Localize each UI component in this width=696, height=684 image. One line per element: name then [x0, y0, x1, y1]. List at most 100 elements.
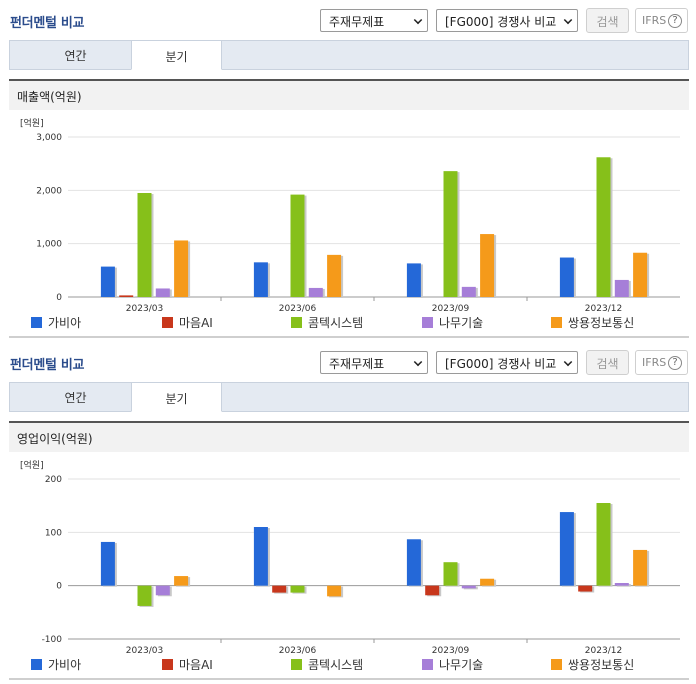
search-button[interactable]: 검색	[586, 8, 629, 33]
bar-series-1-0[interactable]	[119, 295, 134, 297]
bar-series-2-0[interactable]	[137, 193, 152, 297]
legend-item-2[interactable]: 콤텍시스템	[291, 656, 363, 673]
bar-series-1-1[interactable]	[272, 585, 287, 593]
bar-series-4-2[interactable]	[480, 234, 495, 297]
y-tick-label: 200	[45, 475, 62, 485]
y-tick-label: 0	[56, 582, 62, 592]
legend-item-0[interactable]: 가비아	[31, 656, 81, 673]
bar-series-0-3[interactable]	[559, 257, 574, 297]
y-tick-label: 3,000	[36, 133, 62, 143]
bar-series-0-3[interactable]	[559, 512, 574, 586]
bar-series-1-2[interactable]	[425, 585, 440, 596]
tab-annual[interactable]: 연간	[64, 391, 87, 405]
bar-series-4-2[interactable]	[480, 578, 495, 586]
x-tick-label: 2023/12	[585, 646, 622, 656]
chart-title: 매출액(억원)	[9, 79, 689, 110]
legend-item-2[interactable]: 콤텍시스템	[291, 314, 363, 331]
x-tick-label: 2023/03	[126, 304, 163, 312]
ifrs-button[interactable]: IFRS ?	[635, 8, 688, 33]
legend-swatch	[422, 659, 433, 670]
legend-label: 가비아	[48, 658, 82, 672]
bar-series-0-1[interactable]	[253, 527, 268, 586]
bar-series-1-3[interactable]	[578, 585, 593, 592]
y-tick-label: -100	[42, 635, 63, 645]
x-tick-label: 2023/09	[432, 304, 470, 312]
legend-swatch	[162, 659, 173, 670]
legend-item-4[interactable]: 쌍용정보통신	[551, 314, 634, 331]
unit-label: [억원]	[20, 459, 44, 471]
statement-select[interactable]: 주재무제표	[320, 351, 428, 374]
bar-series-0-2[interactable]	[406, 263, 421, 297]
legend-item-3[interactable]: 나무기술	[422, 314, 483, 331]
x-tick-label: 2023/03	[126, 646, 163, 656]
help-icon[interactable]: ?	[668, 356, 682, 370]
legend: 가비아 마음AI 콤텍시스템 나무기술 쌍용정보통신	[9, 314, 689, 334]
legend-swatch	[291, 659, 302, 670]
legend: 가비아 마음AI 콤텍시스템 나무기술 쌍용정보통신	[9, 656, 689, 676]
bar-series-4-1[interactable]	[327, 254, 342, 297]
bar-series-0-0[interactable]	[100, 266, 115, 297]
legend-label: 마음AI	[179, 658, 213, 672]
divider	[9, 678, 689, 680]
x-tick-label: 2023/06	[279, 304, 317, 312]
legend-item-0[interactable]: 가비아	[31, 314, 81, 331]
group-select[interactable]: [FG000] 경쟁사 비교	[436, 9, 578, 32]
bar-series-0-0[interactable]	[100, 541, 115, 586]
ifrs-label: IFRS	[642, 356, 667, 369]
bar-series-4-1[interactable]	[327, 585, 342, 597]
x-tick-label: 2023/06	[279, 646, 317, 656]
bar-series-2-3[interactable]	[596, 503, 611, 586]
legend-item-1[interactable]: 마음AI	[162, 656, 213, 673]
y-tick-label: 1,000	[36, 240, 62, 250]
legend-label: 나무기술	[439, 658, 484, 672]
bar-series-3-2[interactable]	[461, 286, 476, 297]
search-button[interactable]: 검색	[586, 350, 629, 375]
bar-series-4-0[interactable]	[174, 576, 189, 586]
x-tick-label: 2023/09	[432, 646, 470, 656]
chevron-down-icon	[413, 357, 423, 367]
legend-swatch	[31, 317, 42, 328]
bar-series-0-1[interactable]	[253, 262, 268, 297]
statement-select-value: 주재무제표	[329, 357, 385, 371]
legend-label: 마음AI	[179, 316, 213, 330]
tab-quarterly[interactable]: 분기	[131, 382, 222, 412]
bar-series-3-0[interactable]	[155, 585, 170, 596]
legend-swatch	[551, 659, 562, 670]
panel-title: 펀더멘털 비교	[10, 358, 85, 373]
legend-swatch	[422, 317, 433, 328]
bar-series-4-0[interactable]	[174, 240, 189, 297]
bar-series-2-1[interactable]	[290, 194, 305, 297]
divider	[9, 336, 689, 338]
help-icon[interactable]: ?	[668, 14, 682, 28]
group-select[interactable]: [FG000] 경쟁사 비교	[436, 351, 578, 374]
bar-series-2-0[interactable]	[137, 585, 152, 606]
bar-series-3-0[interactable]	[155, 288, 170, 297]
bar-shadow	[121, 296, 136, 298]
y-tick-label: 100	[45, 528, 62, 538]
bar-series-3-1[interactable]	[308, 287, 323, 297]
legend-swatch	[31, 659, 42, 670]
ifrs-button[interactable]: IFRS ?	[635, 350, 688, 375]
bar-series-3-2[interactable]	[461, 585, 476, 589]
bar-series-2-2[interactable]	[443, 562, 458, 586]
unit-label: [억원]	[20, 117, 44, 129]
legend-item-3[interactable]: 나무기술	[422, 656, 483, 673]
chevron-down-icon	[413, 15, 423, 25]
bar-series-3-3[interactable]	[614, 279, 629, 297]
tab-annual[interactable]: 연간	[64, 49, 87, 63]
tab-quarterly[interactable]: 분기	[131, 40, 222, 70]
bar-series-2-2[interactable]	[443, 171, 458, 297]
bar-series-2-1[interactable]	[290, 585, 305, 593]
bar-series-0-2[interactable]	[406, 539, 421, 586]
legend-item-4[interactable]: 쌍용정보통신	[551, 656, 634, 673]
chevron-down-icon	[563, 357, 573, 367]
legend-item-1[interactable]: 마음AI	[162, 314, 213, 331]
legend-swatch	[551, 317, 562, 328]
bar-series-3-3[interactable]	[614, 583, 629, 586]
statement-select[interactable]: 주재무제표	[320, 9, 428, 32]
bar-series-2-3[interactable]	[596, 157, 611, 297]
chevron-down-icon	[563, 15, 573, 25]
bar-series-4-3[interactable]	[633, 252, 648, 297]
bar-series-4-3[interactable]	[633, 549, 648, 586]
period-tabs-2: 연간 분기	[9, 382, 689, 412]
